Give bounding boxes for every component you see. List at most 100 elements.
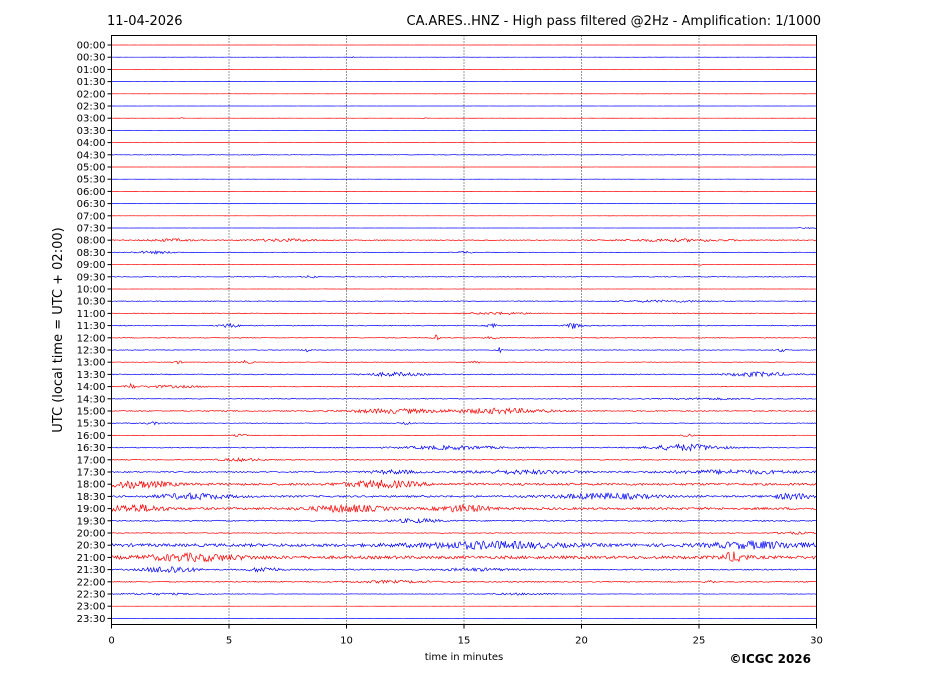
y-tick-label: 02:30 xyxy=(77,102,106,113)
y-tick-label: 23:00 xyxy=(77,602,106,613)
y-tick-label: 22:30 xyxy=(77,590,106,601)
trace-1700 xyxy=(111,457,817,463)
y-tick-label: 16:30 xyxy=(77,443,106,454)
station-title: CA.ARES..HNZ - High pass filtered @2Hz -… xyxy=(407,14,821,29)
trace-1930 xyxy=(111,517,817,524)
trace-1100 xyxy=(111,311,817,316)
trace-0600 xyxy=(111,190,817,193)
x-tick-label-25: 25 xyxy=(693,636,706,647)
trace-1530 xyxy=(111,421,817,426)
y-tick-label: 13:30 xyxy=(77,370,106,381)
y-tick-label: 20:30 xyxy=(77,541,106,552)
trace-0430 xyxy=(111,154,817,156)
trace-1400 xyxy=(111,382,817,389)
trace-2030 xyxy=(111,539,817,551)
trace-0300 xyxy=(111,117,817,120)
y-tick-label: 11:30 xyxy=(77,321,106,332)
trace-1600 xyxy=(111,433,817,437)
x-tick-label-5: 5 xyxy=(226,636,232,647)
trace-0900 xyxy=(111,263,817,266)
x-axis-label: time in minutes xyxy=(425,652,504,663)
y-tick-label: 05:00 xyxy=(77,163,106,174)
trace-0730 xyxy=(111,227,817,230)
y-tick-label: 05:30 xyxy=(77,175,106,186)
y-tick-label: 09:00 xyxy=(77,260,106,271)
trace-1130 xyxy=(111,322,817,329)
x-axis-ticks: 0 5 10 15 20 25 30 xyxy=(108,624,823,647)
y-tick-label: 23:30 xyxy=(77,614,106,625)
y-tick-label: 08:00 xyxy=(77,236,106,247)
seismogram-traces xyxy=(111,44,817,619)
y-tick-label: 00:00 xyxy=(77,41,106,52)
y-tick-label: 17:30 xyxy=(77,468,106,479)
y-tick-label: 15:30 xyxy=(77,419,106,430)
y-tick-label: 18:30 xyxy=(77,492,106,503)
trace-0830 xyxy=(111,250,817,255)
y-tick-label: 12:30 xyxy=(77,346,106,357)
y-tick-label: 16:00 xyxy=(77,431,106,442)
y-tick-label: 17:00 xyxy=(77,455,106,466)
y-tick-label: 21:00 xyxy=(77,553,106,564)
y-tick-label: 02:00 xyxy=(77,89,106,100)
trace-1800 xyxy=(111,479,817,490)
trace-1300 xyxy=(111,359,817,365)
y-tick-label: 04:30 xyxy=(77,150,106,161)
trace-2200 xyxy=(111,579,817,584)
x-tick-label-10: 10 xyxy=(340,636,353,647)
trace-1730 xyxy=(111,468,817,476)
y-tick-label: 10:00 xyxy=(77,285,106,296)
date-label: 11-04-2026 xyxy=(107,14,183,29)
y-tick-label: 18:00 xyxy=(77,480,106,491)
trace-1430 xyxy=(111,397,817,401)
trace-1200 xyxy=(111,334,817,341)
vertical-gridlines xyxy=(228,35,700,625)
x-tick-label-30: 30 xyxy=(810,636,823,647)
y-axis-label: UTC (local time = UTC + 02:00) xyxy=(51,227,66,432)
y-tick-label: 07:00 xyxy=(77,211,106,222)
trace-1830 xyxy=(111,492,817,501)
y-tick-label: 10:30 xyxy=(77,297,106,308)
y-tick-label: 11:00 xyxy=(77,309,106,320)
trace-2000 xyxy=(111,531,817,535)
trace-2130 xyxy=(111,565,817,574)
x-tick-label-0: 0 xyxy=(108,636,114,647)
y-tick-label: 04:00 xyxy=(77,138,106,149)
y-tick-label: 12:00 xyxy=(77,333,106,344)
y-tick-label: 06:30 xyxy=(77,199,106,210)
trace-0930 xyxy=(111,275,817,279)
y-tick-label: 08:30 xyxy=(77,248,106,259)
trace-0030 xyxy=(111,56,817,59)
trace-1330 xyxy=(111,370,817,378)
trace-1030 xyxy=(111,299,817,303)
y-tick-label: 03:00 xyxy=(77,114,106,125)
y-tick-label: 01:00 xyxy=(77,65,106,76)
x-tick-label-15: 15 xyxy=(458,636,471,647)
y-tick-label: 07:30 xyxy=(77,224,106,235)
y-tick-label: 14:30 xyxy=(77,394,106,405)
y-tick-label: 14:00 xyxy=(77,382,106,393)
y-tick-label: 00:30 xyxy=(77,53,106,64)
y-tick-label: 15:00 xyxy=(77,407,106,418)
trace-1630 xyxy=(111,443,817,452)
y-tick-label: 03:30 xyxy=(77,126,106,137)
y-tick-label: 09:30 xyxy=(77,272,106,283)
y-tick-label: 19:00 xyxy=(77,504,106,515)
trace-1500 xyxy=(111,407,817,415)
plot-frame xyxy=(111,35,817,625)
copyright-label: ©ICGC 2026 xyxy=(729,652,811,666)
y-tick-label: 01:30 xyxy=(77,77,106,88)
trace-1230 xyxy=(111,347,817,354)
y-tick-label: 19:30 xyxy=(77,516,106,527)
y-tick-label: 13:00 xyxy=(77,358,106,369)
x-tick-label-20: 20 xyxy=(575,636,588,647)
y-tick-label: 20:00 xyxy=(77,529,106,540)
y-tick-label: 06:00 xyxy=(77,187,106,198)
trace-1900 xyxy=(111,503,817,514)
trace-0800 xyxy=(111,237,817,243)
y-tick-label: 22:00 xyxy=(77,577,106,588)
trace-2230 xyxy=(111,592,817,596)
trace-0400 xyxy=(111,141,817,144)
y-tick-label: 21:30 xyxy=(77,565,106,576)
